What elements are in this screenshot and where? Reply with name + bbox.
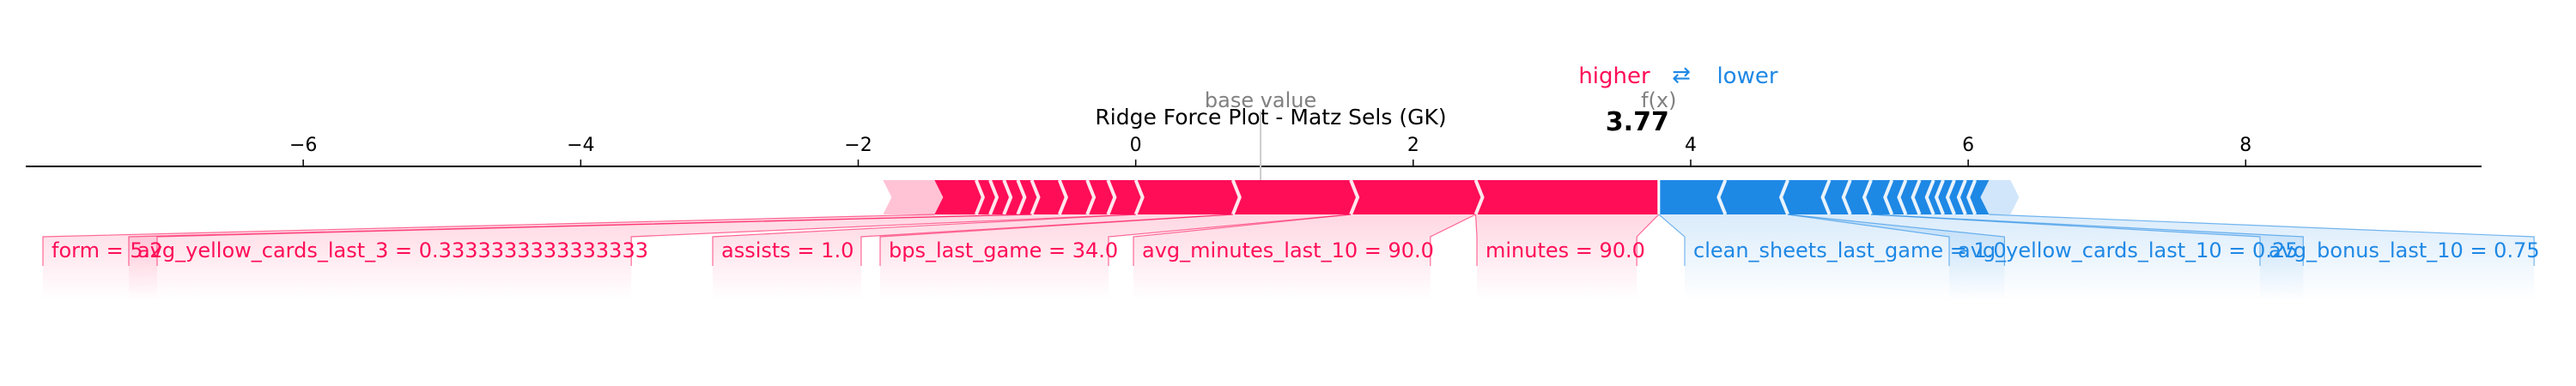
positive-feature-connector — [42, 214, 935, 266]
fx-value: 3.77 — [1606, 107, 1669, 137]
negative-feature-connector — [1871, 214, 2304, 266]
positive-feature-connector — [879, 214, 1233, 266]
positive-bar — [934, 180, 1659, 214]
positive-feature-label: form = 5.2 — [52, 238, 163, 262]
bar-chevron — [1085, 179, 1097, 215]
bar-chevron — [1956, 179, 1967, 215]
bar-chevron — [974, 179, 985, 215]
positive-feature-fill — [1475, 214, 1659, 300]
bar-chevron — [1716, 179, 1728, 215]
bar-chevron — [1473, 179, 1485, 215]
positive-feature-label: avg_minutes_last_10 = 90.0 — [1142, 238, 1434, 262]
chart-title: Ridge Force Plot - Matz Sels (GK) — [1095, 105, 1446, 130]
x-tick-label: 4 — [1685, 135, 1697, 156]
positive-feature-connector — [1430, 214, 1476, 266]
bar-chevron — [1820, 179, 1832, 215]
x-tick-label: −6 — [289, 135, 317, 156]
legend-lower: lower — [1716, 63, 1777, 89]
bar-chevron — [988, 179, 999, 215]
bar-chevron — [1883, 179, 1894, 215]
positive-feature-fill — [880, 214, 1352, 300]
positive-feature-fill — [1133, 214, 1476, 300]
x-axis-ticks: −6 −4 −2 0 2 4 6 8 — [289, 112, 2251, 210]
negative-tail — [1980, 180, 2020, 214]
base-value-label: base value — [1205, 88, 1316, 112]
positive-feature-fill — [129, 214, 1136, 300]
positive-feature-label: minutes = 90.0 — [1485, 238, 1645, 262]
bar-chevron — [1230, 179, 1242, 215]
x-tick-label: 8 — [2239, 135, 2251, 156]
bar-chevron — [1966, 179, 1978, 215]
negative-feature-connector — [1871, 214, 2261, 266]
x-tick-label: 6 — [1962, 135, 1974, 156]
positive-feature-connector — [712, 214, 1136, 266]
x-tick-label: 2 — [1407, 135, 1419, 156]
bar-chevron — [1349, 179, 1360, 215]
label-connectors — [42, 214, 2535, 266]
positive-tail — [883, 180, 944, 214]
bar-chevron — [1945, 179, 1956, 215]
bar-chevron — [1897, 179, 1908, 215]
positive-feature-connector — [630, 214, 1136, 266]
bar-chevron — [1016, 179, 1027, 215]
negative-feature-fill — [1788, 214, 2304, 300]
bar-chevron — [1862, 179, 1873, 215]
bar-chevron — [1778, 179, 1789, 215]
negative-feature-connector — [1989, 214, 2535, 266]
bar-chevron — [1841, 179, 1852, 215]
negative-feature-fill — [1658, 214, 2005, 300]
fx-label: f(x) — [1641, 88, 1676, 112]
negative-feature-label: clean_sheets_last_game = 1.0 — [1693, 238, 2007, 262]
bar-chevron — [1030, 179, 1041, 215]
bar-chevron — [1057, 179, 1068, 215]
bar-chevron — [1106, 179, 1117, 215]
positive-feature-label: avg_yellow_cards_last_3 = 0.333333333333… — [137, 238, 648, 262]
positive-feature-connector — [1108, 214, 1352, 266]
legend-arrow-icon: ⇄ — [1672, 63, 1691, 88]
positive-feature-connector — [128, 214, 1032, 266]
positive-feature-connector — [1636, 214, 1660, 266]
negative-feature-connector — [1788, 214, 2005, 266]
positive-feature-connector — [1133, 214, 1352, 266]
x-tick-label: −4 — [567, 135, 594, 156]
negative-feature-fill — [1871, 214, 2535, 300]
bar-chevron — [1924, 179, 1935, 215]
positive-feature-connector — [1474, 214, 1478, 266]
positive-feature-label: bps_last_game = 34.0 — [889, 238, 1118, 262]
bar-chevron — [1911, 179, 1922, 215]
positive-feature-fill — [713, 214, 1233, 300]
bar-chevron — [1133, 179, 1145, 215]
positive-feature-label: assists = 1.0 — [721, 238, 854, 262]
negative-feature-label: avg_yellow_cards_last_10 = 0.25 — [1958, 238, 2298, 262]
negative-feature-connector — [1658, 214, 1686, 266]
bar-chevron — [1002, 179, 1013, 215]
connector-fills — [43, 214, 2535, 300]
legend-higher: higher — [1578, 63, 1650, 89]
negative-feature-label: avg_bonus_last_10 = 0.75 — [2269, 238, 2540, 262]
bar-chevron — [1934, 179, 1945, 215]
negative-feature-connector — [1788, 214, 1950, 266]
bar-chevrons — [974, 172, 1978, 274]
x-tick-label: −2 — [844, 135, 872, 156]
x-tick-label: 0 — [1130, 135, 1142, 156]
